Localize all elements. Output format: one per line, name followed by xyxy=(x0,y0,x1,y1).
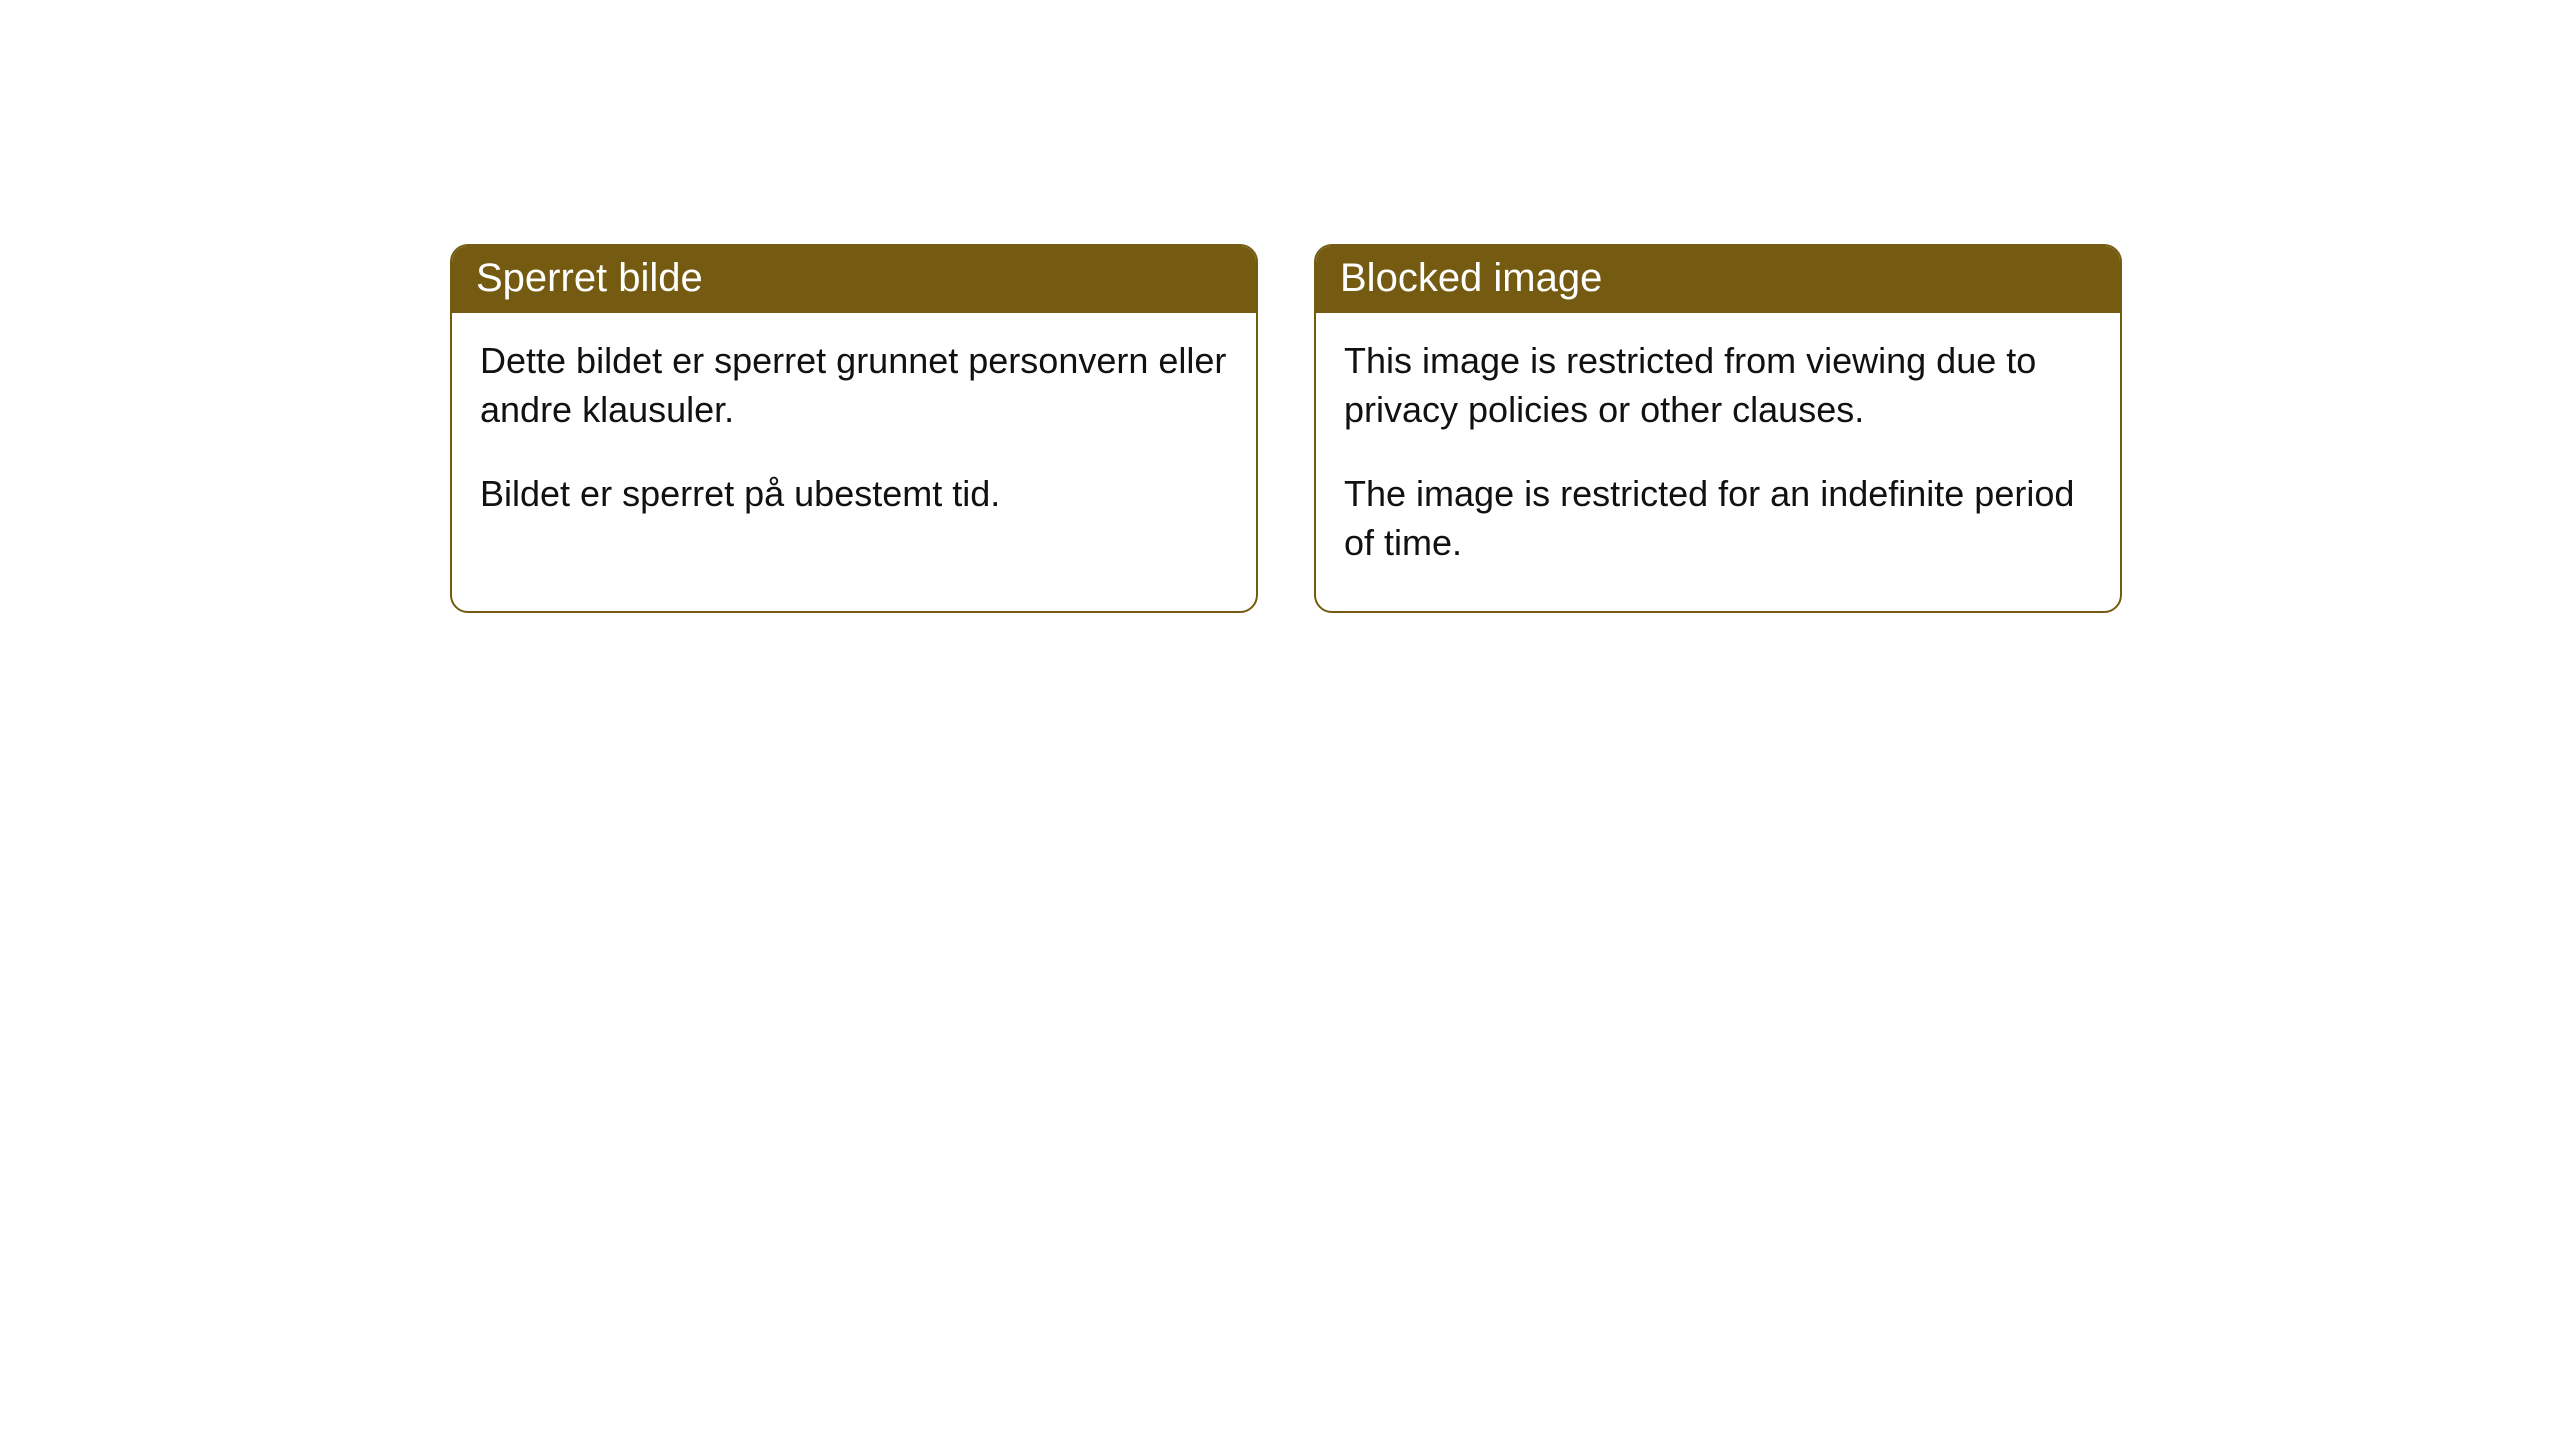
card-header: Sperret bilde xyxy=(452,246,1256,313)
card-paragraph: The image is restricted for an indefinit… xyxy=(1344,470,2092,567)
blocked-image-card-en: Blocked image This image is restricted f… xyxy=(1314,244,2122,613)
card-header: Blocked image xyxy=(1316,246,2120,313)
card-paragraph: This image is restricted from viewing du… xyxy=(1344,337,2092,434)
card-body: Dette bildet er sperret grunnet personve… xyxy=(452,313,1256,563)
card-paragraph: Bildet er sperret på ubestemt tid. xyxy=(480,470,1228,519)
notice-cards-container: Sperret bilde Dette bildet er sperret gr… xyxy=(0,0,2560,613)
card-body: This image is restricted from viewing du… xyxy=(1316,313,2120,611)
card-title: Blocked image xyxy=(1340,256,1602,300)
blocked-image-card-no: Sperret bilde Dette bildet er sperret gr… xyxy=(450,244,1258,613)
card-paragraph: Dette bildet er sperret grunnet personve… xyxy=(480,337,1228,434)
card-title: Sperret bilde xyxy=(476,256,703,300)
